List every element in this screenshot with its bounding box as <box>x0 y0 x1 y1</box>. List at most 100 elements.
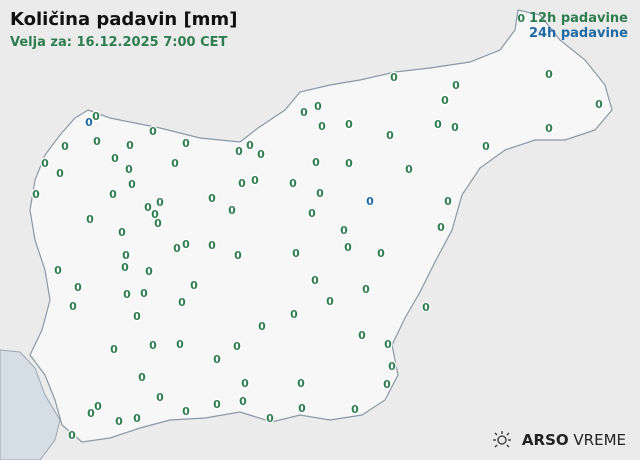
station-value-12h[interactable]: 0 <box>450 120 461 136</box>
station-value-12h[interactable]: 0 <box>189 278 200 294</box>
station-value-12h[interactable]: 0 <box>227 203 238 219</box>
station-value-12h[interactable]: 0 <box>237 176 248 192</box>
station-value-12h[interactable]: 0 <box>67 428 78 444</box>
station-value-12h[interactable]: 0 <box>91 109 102 125</box>
station-value-12h[interactable]: 0 <box>181 237 192 253</box>
station-value-12h[interactable]: 0 <box>86 406 97 422</box>
station-value-12h[interactable]: 0 <box>40 156 51 172</box>
station-value-12h[interactable]: 0 <box>296 376 307 392</box>
station-value-12h[interactable]: 0 <box>120 260 131 276</box>
station-value-12h[interactable]: 0 <box>127 177 138 193</box>
station-value-12h[interactable]: 0 <box>443 194 454 210</box>
station-value-12h[interactable]: 0 <box>92 134 103 150</box>
arso-logo[interactable]: ARSO VREME <box>492 431 626 449</box>
station-value-12h[interactable]: 0 <box>155 390 166 406</box>
station-value-12h[interactable]: 0 <box>357 328 368 344</box>
station-value-12h[interactable]: 0 <box>307 206 318 222</box>
station-value-12h[interactable]: 0 <box>313 99 324 115</box>
station-value-24h[interactable]: 0 <box>84 115 95 131</box>
station-value-12h[interactable]: 0 <box>68 299 79 315</box>
station-value-12h[interactable]: 0 <box>181 404 192 420</box>
station-value-12h[interactable]: 0 <box>117 225 128 241</box>
station-value-12h[interactable]: 0 <box>53 263 64 279</box>
station-value-12h[interactable]: 0 <box>233 248 244 264</box>
station-value-12h[interactable]: 0 <box>291 246 302 262</box>
station-value-12h[interactable]: 0 <box>245 138 256 154</box>
station-value-12h[interactable]: 0 <box>109 342 120 358</box>
station-value-12h[interactable]: 0 <box>433 117 444 133</box>
station-value-12h[interactable]: 0 <box>288 176 299 192</box>
station-value-12h[interactable]: 0 <box>150 207 161 223</box>
station-value-12h[interactable]: 0 <box>594 97 605 113</box>
station-value-12h[interactable]: 0 <box>339 223 350 239</box>
station-value-12h[interactable]: 0 <box>289 307 300 323</box>
station-value-12h[interactable]: 0 <box>212 352 223 368</box>
station-value-12h[interactable]: 0 <box>385 128 396 144</box>
station-value-12h[interactable]: 0 <box>350 402 361 418</box>
station-value-12h[interactable]: 0 <box>153 216 164 232</box>
station-value-12h[interactable]: 0 <box>361 282 372 298</box>
station-value-12h[interactable]: 0 <box>383 337 394 353</box>
station-value-12h[interactable]: 0 <box>325 294 336 310</box>
station-value-12h[interactable]: 0 <box>481 139 492 155</box>
station-value-12h[interactable]: 0 <box>299 105 310 121</box>
station-value-12h[interactable]: 0 <box>172 241 183 257</box>
station-value-12h[interactable]: 0 <box>132 309 143 325</box>
station-value-12h[interactable]: 0 <box>108 187 119 203</box>
station-value-12h[interactable]: 0 <box>144 264 155 280</box>
station-value-12h[interactable]: 0 <box>310 273 321 289</box>
station-value-12h[interactable]: 0 <box>143 200 154 216</box>
station-value-12h[interactable]: 0 <box>240 376 251 392</box>
station-value-12h[interactable]: 0 <box>212 397 223 413</box>
station-value-12h[interactable]: 0 <box>317 119 328 135</box>
station-value-12h[interactable]: 0 <box>234 144 245 160</box>
station-value-12h[interactable]: 0 <box>382 377 393 393</box>
station-value-12h[interactable]: 0 <box>207 191 218 207</box>
station-value-12h[interactable]: 0 <box>55 166 66 182</box>
station-value-12h[interactable]: 0 <box>451 78 462 94</box>
station-value-12h[interactable]: 0 <box>421 300 432 316</box>
station-value-12h[interactable]: 0 <box>257 319 268 335</box>
station-value-12h[interactable]: 0 <box>343 240 354 256</box>
station-value-12h[interactable]: 0 <box>139 286 150 302</box>
station-value-12h[interactable]: 0 <box>93 399 104 415</box>
station-value-12h[interactable]: 0 <box>110 151 121 167</box>
station-value-12h[interactable]: 0 <box>344 156 355 172</box>
station-value-12h[interactable]: 0 <box>73 280 84 296</box>
station-value-12h[interactable]: 0 <box>404 162 415 178</box>
station-value-12h[interactable]: 0 <box>387 359 398 375</box>
station-value-12h[interactable]: 0 <box>121 248 132 264</box>
station-value-12h[interactable]: 0 <box>60 139 71 155</box>
station-value-12h[interactable]: 0 <box>315 186 326 202</box>
station-value-12h[interactable]: 0 <box>132 411 143 427</box>
station-value-12h[interactable]: 0 <box>181 136 192 152</box>
station-value-12h[interactable]: 0 <box>344 117 355 133</box>
station-value-12h[interactable]: 0 <box>440 93 451 109</box>
station-value-12h[interactable]: 0 <box>137 370 148 386</box>
station-value-12h[interactable]: 0 <box>125 138 136 154</box>
station-value-12h[interactable]: 0 <box>238 394 249 410</box>
station-value-12h[interactable]: 0 <box>114 414 125 430</box>
station-value-24h[interactable]: 0 <box>365 194 376 210</box>
station-value-12h[interactable]: 0 <box>170 156 181 172</box>
station-value-12h[interactable]: 0 <box>177 295 188 311</box>
station-value-12h[interactable]: 0 <box>544 67 555 83</box>
station-value-12h[interactable]: 0 <box>376 246 387 262</box>
station-value-12h[interactable]: 0 <box>148 124 159 140</box>
station-value-12h[interactable]: 0 <box>175 337 186 353</box>
station-value-12h[interactable]: 0 <box>155 195 166 211</box>
station-value-12h[interactable]: 0 <box>207 238 218 254</box>
station-value-12h[interactable]: 0 <box>436 220 447 236</box>
station-value-12h[interactable]: 0 <box>250 173 261 189</box>
station-value-12h[interactable]: 0 <box>265 411 276 427</box>
station-value-12h[interactable]: 0 <box>311 155 322 171</box>
station-value-12h[interactable]: 0 <box>232 339 243 355</box>
station-value-12h[interactable]: 0 <box>389 70 400 86</box>
station-value-12h[interactable]: 0 <box>297 401 308 417</box>
station-value-12h[interactable]: 0 <box>122 287 133 303</box>
station-value-12h[interactable]: 0 <box>85 212 96 228</box>
station-value-12h[interactable]: 0 <box>31 187 42 203</box>
station-value-12h[interactable]: 0 <box>124 162 135 178</box>
station-value-12h[interactable]: 0 <box>148 338 159 354</box>
station-value-12h[interactable]: 0 <box>256 147 267 163</box>
